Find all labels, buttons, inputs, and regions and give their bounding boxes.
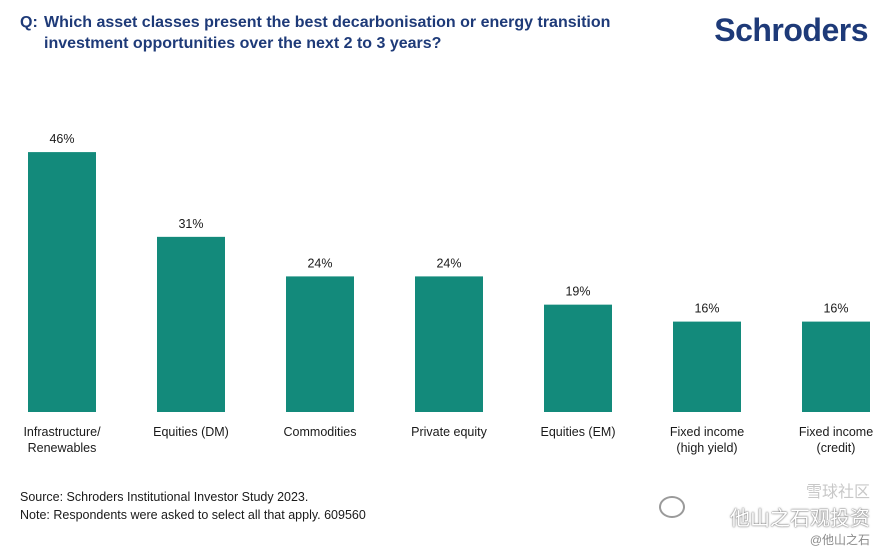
data-label-4: 19% <box>565 285 590 299</box>
chart-footnotes: Source: Schroders Institutional Investor… <box>20 488 366 524</box>
wechat-icon <box>659 496 685 518</box>
category-label-0: Infrastructure/Renewables <box>23 425 101 455</box>
watermark-top: 雪球社区 <box>805 484 870 501</box>
bar-2 <box>286 276 354 412</box>
question-line-2: investment opportunities over the next 2… <box>44 35 442 52</box>
bar-6 <box>802 321 870 412</box>
watermark: 雪球社区 他山之石观投资 @他山之石 <box>730 478 870 548</box>
data-label-2: 24% <box>307 256 332 270</box>
watermark-main: 他山之石观投资 <box>730 508 870 530</box>
bar-chart: 46% Infrastructure/Renewables 31% Equities … <box>23 132 873 455</box>
data-label-6: 16% <box>823 302 848 316</box>
data-label-3: 24% <box>436 256 461 270</box>
category-label-1: Equities (DM) <box>153 425 229 439</box>
bar-0 <box>28 152 96 412</box>
data-label-0: 46% <box>49 132 74 146</box>
chart-question: Q: Which asset classes present the best d… <box>20 12 660 54</box>
category-label-3: Private equity <box>411 425 487 439</box>
bar-3 <box>415 276 483 412</box>
bar-4 <box>544 304 612 412</box>
question-prefix: Q: <box>20 14 38 31</box>
source-text: Source: Schroders Institutional Investor… <box>20 490 309 504</box>
note-text: Note: Respondents were asked to select a… <box>20 508 366 522</box>
category-label-4: Equities (EM) <box>540 425 615 439</box>
data-label-1: 31% <box>178 217 203 231</box>
data-label-5: 16% <box>694 302 719 316</box>
schroders-logo: Schroders <box>714 12 868 48</box>
category-label-6: Fixed income (credit) <box>799 425 873 455</box>
bar-1 <box>157 236 225 412</box>
question-line-1: Which asset classes present the best dec… <box>44 14 611 31</box>
category-label-2: Commodities <box>284 425 357 439</box>
bar-5 <box>673 321 741 412</box>
category-label-5: Fixed income (high yield) <box>670 425 744 455</box>
